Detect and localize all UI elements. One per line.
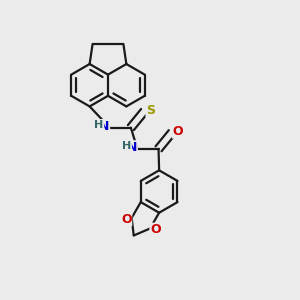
Text: O: O [150,223,160,236]
Text: O: O [121,213,132,226]
Text: N: N [127,141,137,154]
Text: N: N [99,120,110,133]
Text: H: H [122,142,131,152]
Text: O: O [172,125,183,138]
Text: S: S [146,104,155,117]
Text: H: H [94,120,104,130]
